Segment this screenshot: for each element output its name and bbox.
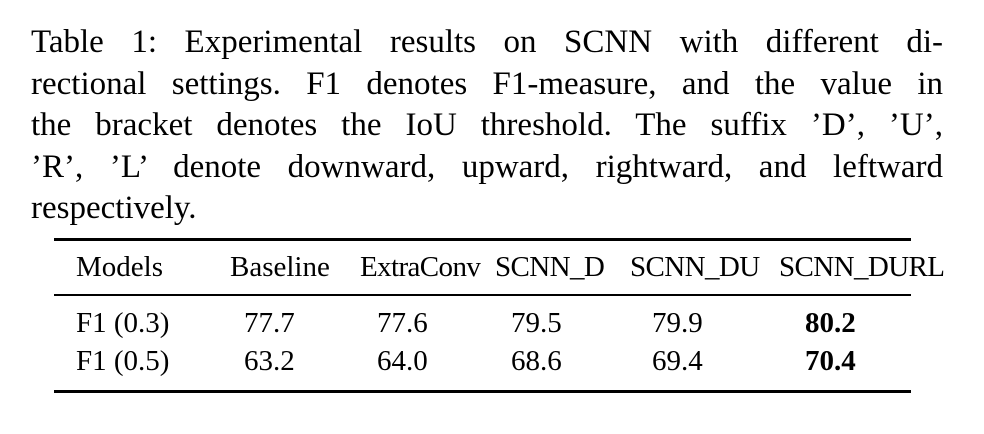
caption-line-1: Table 1: Experimental results on SCNN wi…	[31, 24, 943, 60]
row-label-f1-03: F1 (0.3)	[76, 307, 170, 339]
cell-f1-03-baseline: 77.7	[244, 307, 295, 339]
cell-f1-05-scnn-d: 68.6	[511, 345, 562, 377]
header-scnn-d: SCNN_D	[495, 251, 605, 283]
table-top-rule	[54, 238, 911, 241]
cell-f1-03-scnn-durl: 80.2	[805, 307, 856, 339]
header-scnn-durl: SCNN_DURL	[779, 251, 945, 283]
cell-f1-03-scnn-d: 79.5	[511, 307, 562, 339]
header-extraconv: ExtraConv	[360, 251, 481, 283]
table-mid-rule	[54, 294, 911, 296]
header-baseline: Baseline	[230, 251, 330, 283]
table-caption: Table 1: Experimental results on SCNN wi…	[31, 22, 943, 230]
cell-f1-05-baseline: 63.2	[244, 345, 295, 377]
cell-f1-03-extraconv: 77.6	[377, 307, 428, 339]
header-scnn-du: SCNN_DU	[630, 251, 760, 283]
cell-f1-05-extraconv: 64.0	[377, 345, 428, 377]
cell-f1-03-scnn-du: 79.9	[652, 307, 703, 339]
caption-line-4: ’R’, ’L’ denote downward, upward, rightw…	[31, 148, 943, 185]
caption-line-3: the bracket denotes the IoU threshold. T…	[31, 107, 943, 143]
cell-f1-05-scnn-durl: 70.4	[805, 345, 856, 377]
caption-line-2: rectional settings. F1 denotes F1-measur…	[31, 65, 943, 102]
table-bottom-rule	[54, 390, 911, 393]
cell-f1-05-scnn-du: 69.4	[652, 345, 703, 377]
row-label-f1-05: F1 (0.5)	[76, 345, 170, 377]
header-models: Models	[76, 251, 163, 283]
caption-line-5: respectively.	[31, 190, 197, 226]
